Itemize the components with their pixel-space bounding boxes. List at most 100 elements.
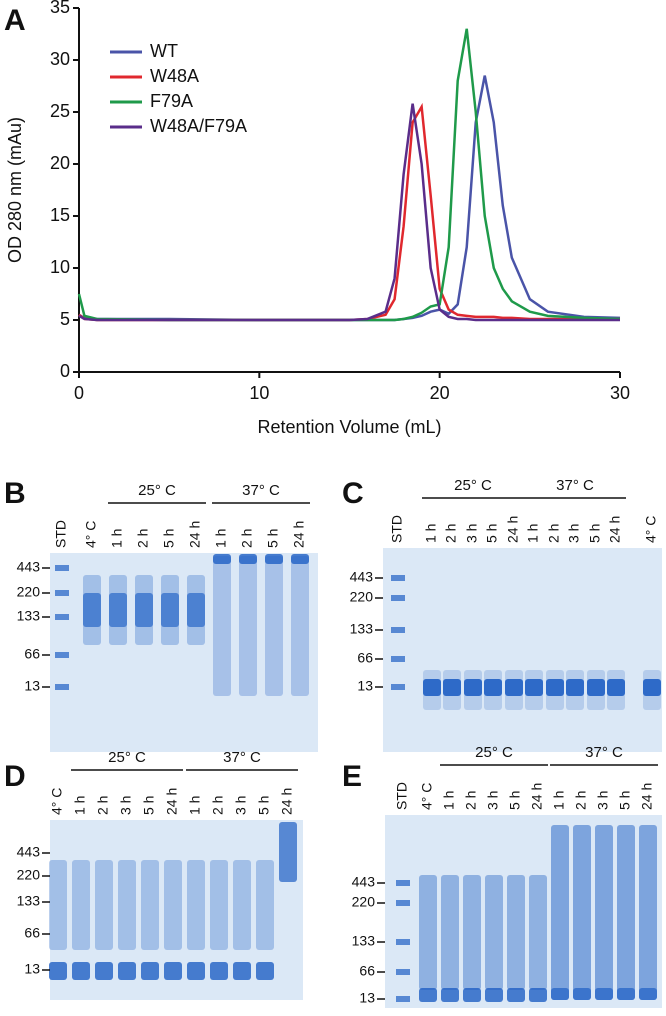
gel-band xyxy=(617,988,635,1000)
panel-label: E xyxy=(342,760,362,793)
lane-label: 5 h xyxy=(161,529,177,548)
lane-label: 1 h xyxy=(441,791,457,810)
gel-band xyxy=(279,822,297,882)
marker-label: 220 xyxy=(17,867,41,883)
lane-label: 24 h xyxy=(291,521,307,548)
gel-band xyxy=(505,679,523,696)
lane-label: 24 h xyxy=(607,516,623,543)
marker-label: 66 xyxy=(357,650,373,666)
lane-label: 1 h xyxy=(423,524,439,543)
gel-band xyxy=(529,875,547,990)
ladder-band xyxy=(396,939,410,945)
gel-band xyxy=(529,988,547,1002)
gel-band xyxy=(187,593,205,627)
gel-band xyxy=(239,554,257,564)
gel-band xyxy=(49,962,67,980)
x-tick-label: 10 xyxy=(249,383,269,403)
y-tick-label: 10 xyxy=(50,257,70,277)
marker-label: 13 xyxy=(24,961,40,977)
y-tick-label: 30 xyxy=(50,49,70,69)
ladder-band xyxy=(391,575,405,581)
gel-band xyxy=(265,556,283,696)
marker-label: 220 xyxy=(352,894,376,910)
lane-label: 2 h xyxy=(463,791,479,810)
marker-label: 133 xyxy=(17,608,41,624)
lane-label: 1 h xyxy=(187,796,203,815)
gel-band xyxy=(164,962,182,980)
lane-label: 4° C xyxy=(419,783,435,810)
gel-band xyxy=(135,593,153,627)
gel-band xyxy=(72,962,90,980)
lane-label: 24 h xyxy=(529,783,545,810)
lane-label: 2 h xyxy=(239,529,255,548)
group-label: 25° C xyxy=(454,477,492,494)
gel-band xyxy=(213,554,231,564)
lane-label: 24 h xyxy=(164,788,180,815)
marker-label: 66 xyxy=(359,963,375,979)
gel-band xyxy=(587,679,605,696)
gel-band xyxy=(607,679,625,696)
marker-label: 220 xyxy=(350,589,374,605)
gel-band xyxy=(566,679,584,696)
lane-label: 2 h xyxy=(95,796,111,815)
panel-label: D xyxy=(4,760,26,793)
gel-band xyxy=(485,875,503,990)
gel-band xyxy=(187,860,205,950)
group-label: 25° C xyxy=(475,744,513,761)
marker-label: 443 xyxy=(350,569,374,585)
group-label: 37° C xyxy=(223,749,261,766)
gel-band xyxy=(265,554,283,564)
ladder-band xyxy=(396,880,410,886)
ladder-band xyxy=(391,684,405,690)
lane-label: 3 h xyxy=(118,796,134,815)
y-tick-label: 20 xyxy=(50,153,70,173)
gel-band xyxy=(213,556,231,696)
gel-band xyxy=(463,875,481,990)
ladder-band xyxy=(55,565,69,571)
y-tick-label: 0 xyxy=(60,361,70,381)
ladder-band xyxy=(391,595,405,601)
gel-band xyxy=(507,988,525,1002)
marker-label: 66 xyxy=(24,646,40,662)
gel-band xyxy=(423,679,441,696)
ladder-band xyxy=(55,684,69,690)
gel-band xyxy=(291,554,309,564)
gel-band xyxy=(639,988,657,1000)
gel-band xyxy=(595,825,613,1000)
marker-label: 443 xyxy=(352,874,376,890)
marker-label: 66 xyxy=(24,925,40,941)
gel-band xyxy=(256,860,274,950)
std-label: STD xyxy=(394,782,410,810)
lane-label: 2 h xyxy=(546,524,562,543)
gel-band xyxy=(464,679,482,696)
lane-label: 4° C xyxy=(49,788,65,815)
gel-background xyxy=(385,815,662,1008)
gel-band xyxy=(573,988,591,1000)
marker-label: 13 xyxy=(359,990,375,1006)
marker-label: 133 xyxy=(17,893,41,909)
gel-band xyxy=(291,556,309,696)
y-axis-title: OD 280 nm (mAu) xyxy=(5,117,25,263)
lane-label: 5 h xyxy=(484,524,500,543)
lane-label: 3 h xyxy=(485,791,501,810)
gel-band xyxy=(551,988,569,1000)
group-label: 37° C xyxy=(242,482,280,499)
gel-band xyxy=(573,825,591,1000)
lane-label: 5 h xyxy=(507,791,523,810)
gel-band xyxy=(639,825,657,1000)
lane-label: 4° C xyxy=(83,521,99,548)
y-tick-label: 5 xyxy=(60,309,70,329)
gel-band xyxy=(210,962,228,980)
lane-label: 24 h xyxy=(639,783,655,810)
x-tick-label: 30 xyxy=(610,383,630,403)
std-label: STD xyxy=(389,515,405,543)
marker-label: 133 xyxy=(350,621,374,637)
panel-label: B xyxy=(4,477,26,510)
marker-label: 13 xyxy=(357,678,373,694)
gel-band xyxy=(551,825,569,1000)
lane-label: 24 h xyxy=(279,788,295,815)
lane-label: 4° C xyxy=(643,516,659,543)
lane-label: 5 h xyxy=(587,524,603,543)
gel-band xyxy=(95,962,113,980)
gel-band xyxy=(419,988,437,1002)
